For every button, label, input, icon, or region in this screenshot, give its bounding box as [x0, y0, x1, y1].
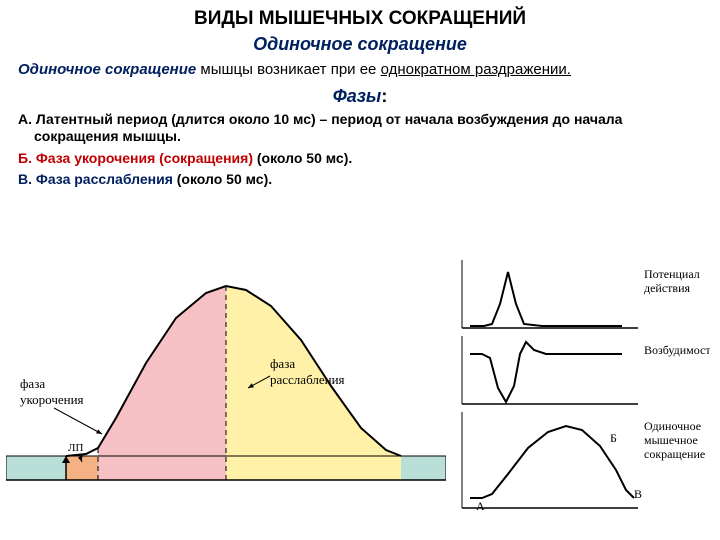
svg-text:расслабления: расслабления [270, 372, 345, 387]
left-chart: фазаукороченияфазарасслабленияЛП [6, 258, 446, 528]
svg-text:А: А [476, 499, 485, 513]
phase-a-label: А. Латентный период [18, 111, 167, 127]
svg-text:ЛП: ЛП [68, 442, 83, 454]
phase-b: Б. Фаза укорочения (сокращения) (около 5… [18, 150, 690, 168]
phase-c: В. Фаза расслабления (около 50 мс). [18, 171, 690, 189]
intro-text: Одиночное сокращение мышцы возникает при… [18, 61, 690, 80]
page-title: ВИДЫ МЫШЕЧНЫХ СОКРАЩЕНИЙ [0, 0, 720, 30]
intro-under: однократном раздражении. [381, 61, 571, 78]
right-chart: Потенциалдействия Возбудимость А Б В Одиночно… [458, 252, 710, 522]
svg-text:действия: действия [644, 281, 691, 295]
phases-colon: : [381, 86, 387, 106]
svg-text:фаза: фаза [270, 356, 295, 371]
phase-b-rest: (около 50 мс). [253, 150, 352, 166]
intro-lead: Одиночное сокращение [18, 61, 196, 78]
svg-text:Возбудимость: Возбудимость [644, 343, 710, 357]
phases-word: Фазы [333, 86, 382, 106]
svg-text:укорочения: укорочения [20, 392, 84, 407]
svg-text:Потенциал: Потенциал [644, 267, 700, 281]
svg-text:фаза: фаза [20, 376, 45, 391]
phases-heading: Фазы: [0, 86, 720, 107]
phase-c-rest: (около 50 мс). [173, 171, 272, 187]
svg-text:Одиночное: Одиночное [644, 419, 701, 433]
page-subtitle: Одиночное сокращение [0, 34, 720, 55]
phase-a: А. Латентный период (длится около 10 мс)… [18, 111, 690, 146]
phase-c-label: В. Фаза расслабления [18, 171, 173, 187]
svg-text:мышечное: мышечное [644, 433, 698, 447]
phase-b-label: Б. Фаза укорочения (сокращения) [18, 150, 253, 166]
figure-area: фазаукороченияфазарасслабленияЛП Потенци… [0, 252, 720, 540]
svg-text:сокращение: сокращение [644, 447, 705, 461]
svg-text:Б: Б [610, 431, 617, 445]
intro-rest: мышцы возникает при ее [196, 61, 380, 78]
svg-text:В: В [634, 487, 642, 501]
